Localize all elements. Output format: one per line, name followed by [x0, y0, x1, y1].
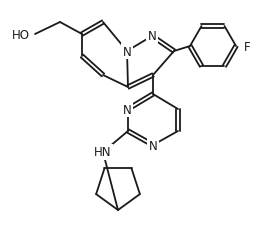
- Text: HN: HN: [94, 146, 112, 159]
- Text: N: N: [123, 45, 131, 58]
- Text: N: N: [123, 103, 131, 116]
- Text: HO: HO: [12, 28, 30, 41]
- Text: F: F: [244, 40, 251, 53]
- Text: N: N: [148, 29, 156, 42]
- Text: N: N: [149, 140, 157, 153]
